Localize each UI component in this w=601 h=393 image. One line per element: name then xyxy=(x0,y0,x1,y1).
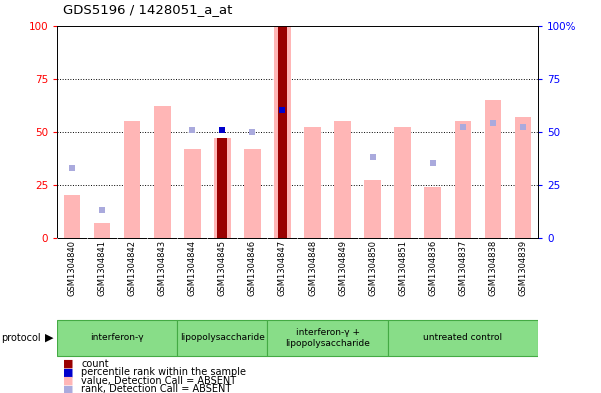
Text: untreated control: untreated control xyxy=(423,334,502,342)
Text: GSM1304851: GSM1304851 xyxy=(398,240,407,296)
Bar xyxy=(364,180,381,238)
Bar xyxy=(57,320,177,356)
Bar xyxy=(94,223,111,238)
Text: count: count xyxy=(81,358,109,369)
Bar xyxy=(64,195,81,238)
Text: GSM1304850: GSM1304850 xyxy=(368,240,377,296)
Text: GSM1304842: GSM1304842 xyxy=(128,240,136,296)
Text: GSM1304847: GSM1304847 xyxy=(278,240,287,296)
Bar xyxy=(154,106,171,238)
Text: ■: ■ xyxy=(63,376,73,386)
Text: GSM1304846: GSM1304846 xyxy=(248,240,257,296)
Text: value, Detection Call = ABSENT: value, Detection Call = ABSENT xyxy=(81,376,236,386)
Text: ▶: ▶ xyxy=(45,333,53,343)
Bar xyxy=(177,320,267,356)
Bar xyxy=(274,26,291,238)
Bar xyxy=(184,149,201,238)
Text: ■: ■ xyxy=(63,358,73,369)
Bar xyxy=(454,121,471,238)
Text: percentile rank within the sample: percentile rank within the sample xyxy=(81,367,246,377)
Text: GSM1304840: GSM1304840 xyxy=(68,240,76,296)
Text: GSM1304849: GSM1304849 xyxy=(338,240,347,296)
Bar xyxy=(394,127,411,238)
Text: GSM1304848: GSM1304848 xyxy=(308,240,317,296)
Text: GSM1304844: GSM1304844 xyxy=(188,240,197,296)
Bar xyxy=(244,149,261,238)
Bar xyxy=(334,121,351,238)
Bar xyxy=(124,121,141,238)
Text: GSM1304839: GSM1304839 xyxy=(519,240,527,296)
Text: interferon-γ: interferon-γ xyxy=(90,334,144,342)
Text: GSM1304838: GSM1304838 xyxy=(489,240,497,296)
Bar xyxy=(424,187,441,238)
Text: GSM1304837: GSM1304837 xyxy=(459,240,467,296)
Text: GDS5196 / 1428051_a_at: GDS5196 / 1428051_a_at xyxy=(63,3,233,16)
Bar xyxy=(218,138,227,238)
Text: rank, Detection Call = ABSENT: rank, Detection Call = ABSENT xyxy=(81,384,231,393)
Text: protocol: protocol xyxy=(1,333,41,343)
Text: interferon-γ +
lipopolysaccharide: interferon-γ + lipopolysaccharide xyxy=(285,328,370,348)
Text: GSM1304841: GSM1304841 xyxy=(98,240,106,296)
Text: GSM1304836: GSM1304836 xyxy=(429,240,437,296)
Bar xyxy=(388,320,538,356)
Bar xyxy=(267,320,388,356)
Text: ■: ■ xyxy=(63,367,73,377)
Bar xyxy=(514,117,531,238)
Bar xyxy=(304,127,321,238)
Bar xyxy=(278,26,287,238)
Bar xyxy=(484,100,501,238)
Text: GSM1304845: GSM1304845 xyxy=(218,240,227,296)
Text: lipopolysaccharide: lipopolysaccharide xyxy=(180,334,265,342)
Text: ■: ■ xyxy=(63,384,73,393)
Bar xyxy=(214,138,231,238)
Text: GSM1304843: GSM1304843 xyxy=(158,240,166,296)
